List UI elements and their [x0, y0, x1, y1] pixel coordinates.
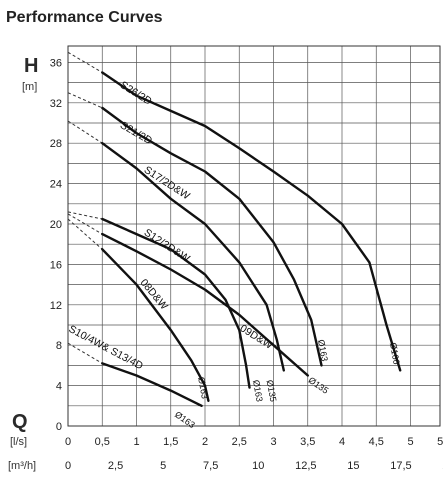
impeller-diameter-label: Ø166: [388, 342, 402, 365]
impeller-diameter-label: Ø163: [173, 409, 197, 430]
x-axis-unit-primary: [l/s]: [10, 436, 27, 448]
curves: [67, 51, 402, 407]
x-axis-label: Q: [12, 411, 28, 433]
x2-tick-label: 0: [65, 460, 71, 472]
x2-tick-label: 15: [347, 460, 359, 472]
series-extension-dashed: [67, 213, 103, 235]
y-tick-label: 4: [56, 381, 62, 393]
impeller-diameter-label: Ø135: [265, 379, 279, 402]
x-tick-label: 2,5: [232, 436, 247, 448]
y-tick-label: 0: [56, 421, 62, 433]
y-tick-label: 32: [50, 98, 62, 110]
series-extension-dashed: [67, 218, 103, 250]
y-tick-label: 8: [56, 340, 62, 352]
x2-tick-label: 5: [160, 460, 166, 472]
x2-tick-label: 10: [252, 460, 264, 472]
chart-title: Performance Curves: [6, 9, 163, 26]
plot-frame: [67, 45, 441, 427]
x2-tick-label: 2,5: [108, 460, 123, 472]
impeller-diameter-label: Ø163: [251, 379, 265, 402]
x-tick-label: 0,5: [95, 436, 110, 448]
x-tick-label: 5: [407, 436, 413, 448]
grid: [68, 46, 440, 426]
y-tick-label: 20: [50, 219, 62, 231]
impeller-diameter-label: Ø135: [307, 375, 331, 396]
impeller-diameter-label: Ø163: [196, 376, 210, 399]
y-axis-unit: [m]: [22, 81, 37, 93]
series-line: [101, 362, 203, 407]
x-tick-label: 4: [339, 436, 345, 448]
y-tick-label: 24: [50, 179, 62, 191]
x-tick-label: 5,5: [437, 436, 443, 448]
series-line: [101, 232, 309, 377]
series-line: [101, 106, 323, 367]
series-name-label: S26/2D: [118, 79, 154, 108]
series-extension-dashed: [67, 342, 103, 364]
x-axis-unit-secondary: [m³/h]: [8, 460, 36, 472]
x-tick-label: 1,5: [163, 436, 178, 448]
x-tick-label: 3: [270, 436, 276, 448]
x-tick-label: 0: [65, 436, 71, 448]
x-tick-labels: 0 0,5 1 1,5 2 2,5 3 3,5 4 4,5 5 5,5: [65, 436, 443, 448]
x-tick-label: 3,5: [300, 436, 315, 448]
curve-labels: S26/2DØ166S21/2DØ163S17/2D&WØ135S12/2D&W…: [67, 79, 402, 430]
series-extension-dashed: [67, 120, 103, 144]
series-extension-dashed: [67, 51, 103, 73]
series-line: [101, 248, 210, 402]
x-tick-label: 4,5: [369, 436, 384, 448]
series-extension-dashed: [67, 211, 103, 220]
y-tick-label: 12: [50, 300, 62, 312]
y-tick-label: 28: [50, 138, 62, 150]
series-extension-dashed: [67, 92, 103, 109]
series-line: [101, 217, 251, 389]
series-line: [101, 142, 285, 372]
impeller-diameter-label: Ø163: [316, 339, 330, 362]
x-tick-label: 2: [202, 436, 208, 448]
x2-tick-label: 7,5: [203, 460, 218, 472]
y-axis-label: H: [24, 55, 38, 77]
series-line: [101, 71, 402, 372]
y-tick-label: 16: [50, 259, 62, 271]
y-tick-labels: 0 4 8 12 16 20 24 28 32 36: [50, 57, 62, 433]
x2-tick-label: 12,5: [295, 460, 316, 472]
x-tick-label: 1: [133, 436, 139, 448]
x2-tick-label: 17,5: [390, 460, 411, 472]
y-tick-label: 36: [50, 57, 62, 69]
